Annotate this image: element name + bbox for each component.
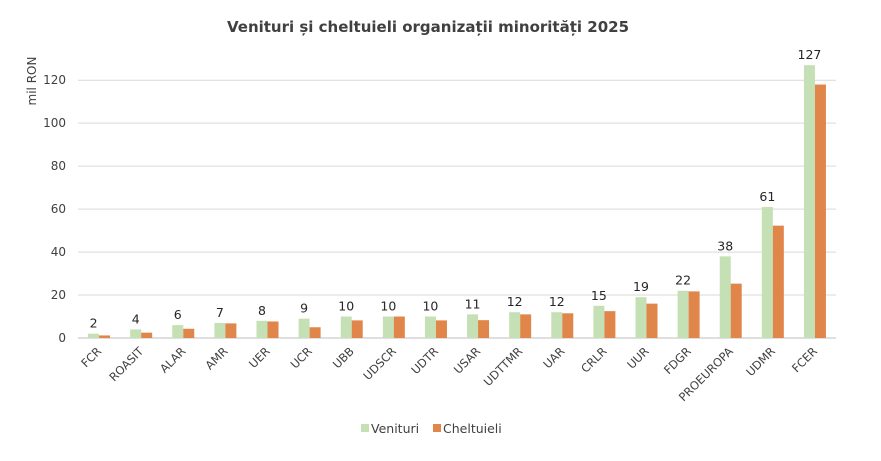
bar-cheltuieli [646,303,658,338]
bar-venituri [635,297,647,338]
bar-cheltuieli [730,283,742,338]
bar-cheltuieli [435,320,447,338]
x-tick-label: UDTR [408,344,441,377]
legend-swatch [361,424,369,432]
data-label: 127 [798,47,822,62]
bar-venituri [130,329,142,338]
x-tick-label: FCER [789,344,820,375]
data-label: 12 [549,294,565,309]
y-tick-label: 60 [51,202,66,216]
bar-venituri [214,322,226,338]
bar-cheltuieli [309,327,321,338]
x-tick-label: UBB [330,344,357,371]
data-label: 61 [759,189,775,204]
y-tick-label: 40 [51,245,66,259]
x-tick-label: USAR [451,344,483,376]
data-label: 10 [338,299,354,314]
bar-venituri [256,320,268,338]
data-label: 7 [216,305,224,320]
bar-venituri [761,206,773,338]
y-tick-label: 0 [58,331,66,345]
y-tick-label: 120 [43,73,66,87]
data-label: 10 [422,299,438,314]
x-tick-label: UUR [624,344,651,371]
y-tick-label: 100 [43,116,66,130]
x-tick-label: FCR [78,344,104,370]
legend: Venituri Cheltuieli [361,421,502,436]
bar-venituri [340,316,352,338]
legend-label: Venituri [371,421,419,436]
data-label: 11 [465,296,481,311]
bar-venituri [803,65,815,339]
bar-venituri [172,325,184,338]
y-tick-labels: 0 20 40 60 80 100 120 [43,73,66,345]
bar-cheltuieli [772,225,784,338]
bar-cheltuieli [562,313,574,338]
bar-cheltuieli [814,84,826,338]
x-tick-label: UDTTMR [481,344,526,389]
bar-venituri [382,316,394,338]
data-label: 6 [174,307,182,322]
data-label: 10 [380,299,396,314]
data-label: 4 [132,311,140,326]
data-label: 12 [507,294,523,309]
data-labels: 2 4 6 7 8 9 10 10 10 11 12 12 15 19 22 38 61 127 [90,47,822,331]
bar-venituri [467,314,479,338]
x-tick-label: UER [246,344,273,371]
x-tick-label: UDMR [743,344,778,379]
bar-cheltuieli [478,320,490,338]
data-label: 2 [90,316,98,331]
x-tick-labels: FCR ROASIT ALAR AMR UER UCR UBB UDSCR UDTR USARUD… [78,344,820,405]
bar-cheltuieli [141,332,153,338]
bar-cheltuieli [351,320,363,338]
bar-venituri [424,316,436,338]
bar-venituri [298,318,310,338]
bar-cheltuieli [604,311,616,338]
bar-cheltuieli [520,314,532,338]
data-label: 15 [591,288,607,303]
x-tick-label: ALAR [157,344,188,375]
y-tick-label: 80 [51,159,66,173]
x-tick-label: UAR [540,344,567,371]
gridlines [78,79,836,339]
bar-cheltuieli [393,316,405,338]
bar-venituri [593,305,605,338]
x-tick-label: AMR [202,344,230,372]
bar-venituri [509,312,521,338]
x-tick-label: UCR [288,344,315,371]
legend-swatch [433,424,441,432]
x-tick-label: CRLR [578,344,609,375]
data-label: 9 [300,301,308,316]
y-axis-label: mil RON [25,57,39,106]
data-label: 38 [717,238,733,253]
bar-cheltuieli [183,328,195,338]
bar-venituri [677,290,689,338]
bar-venituri [719,256,731,338]
x-tick-label: ROASIT [106,344,147,385]
x-tick-label: FDGR [661,344,694,377]
bar-venituri [551,312,563,338]
bar-cheltuieli [267,321,279,338]
bar-cheltuieli [99,335,111,338]
x-tick-label: UDSCR [360,344,399,383]
bar-cheltuieli [225,323,237,338]
bar-cheltuieli [688,291,700,338]
y-tick-label: 20 [51,288,66,302]
data-label: 22 [675,273,691,288]
bars [88,65,826,339]
legend-label: Cheltuieli [443,421,502,436]
bar-venituri [88,333,100,338]
data-label: 19 [633,279,649,294]
chart-title: Venituri și cheltuieli organizații minor… [227,18,629,36]
data-label: 8 [258,303,266,318]
